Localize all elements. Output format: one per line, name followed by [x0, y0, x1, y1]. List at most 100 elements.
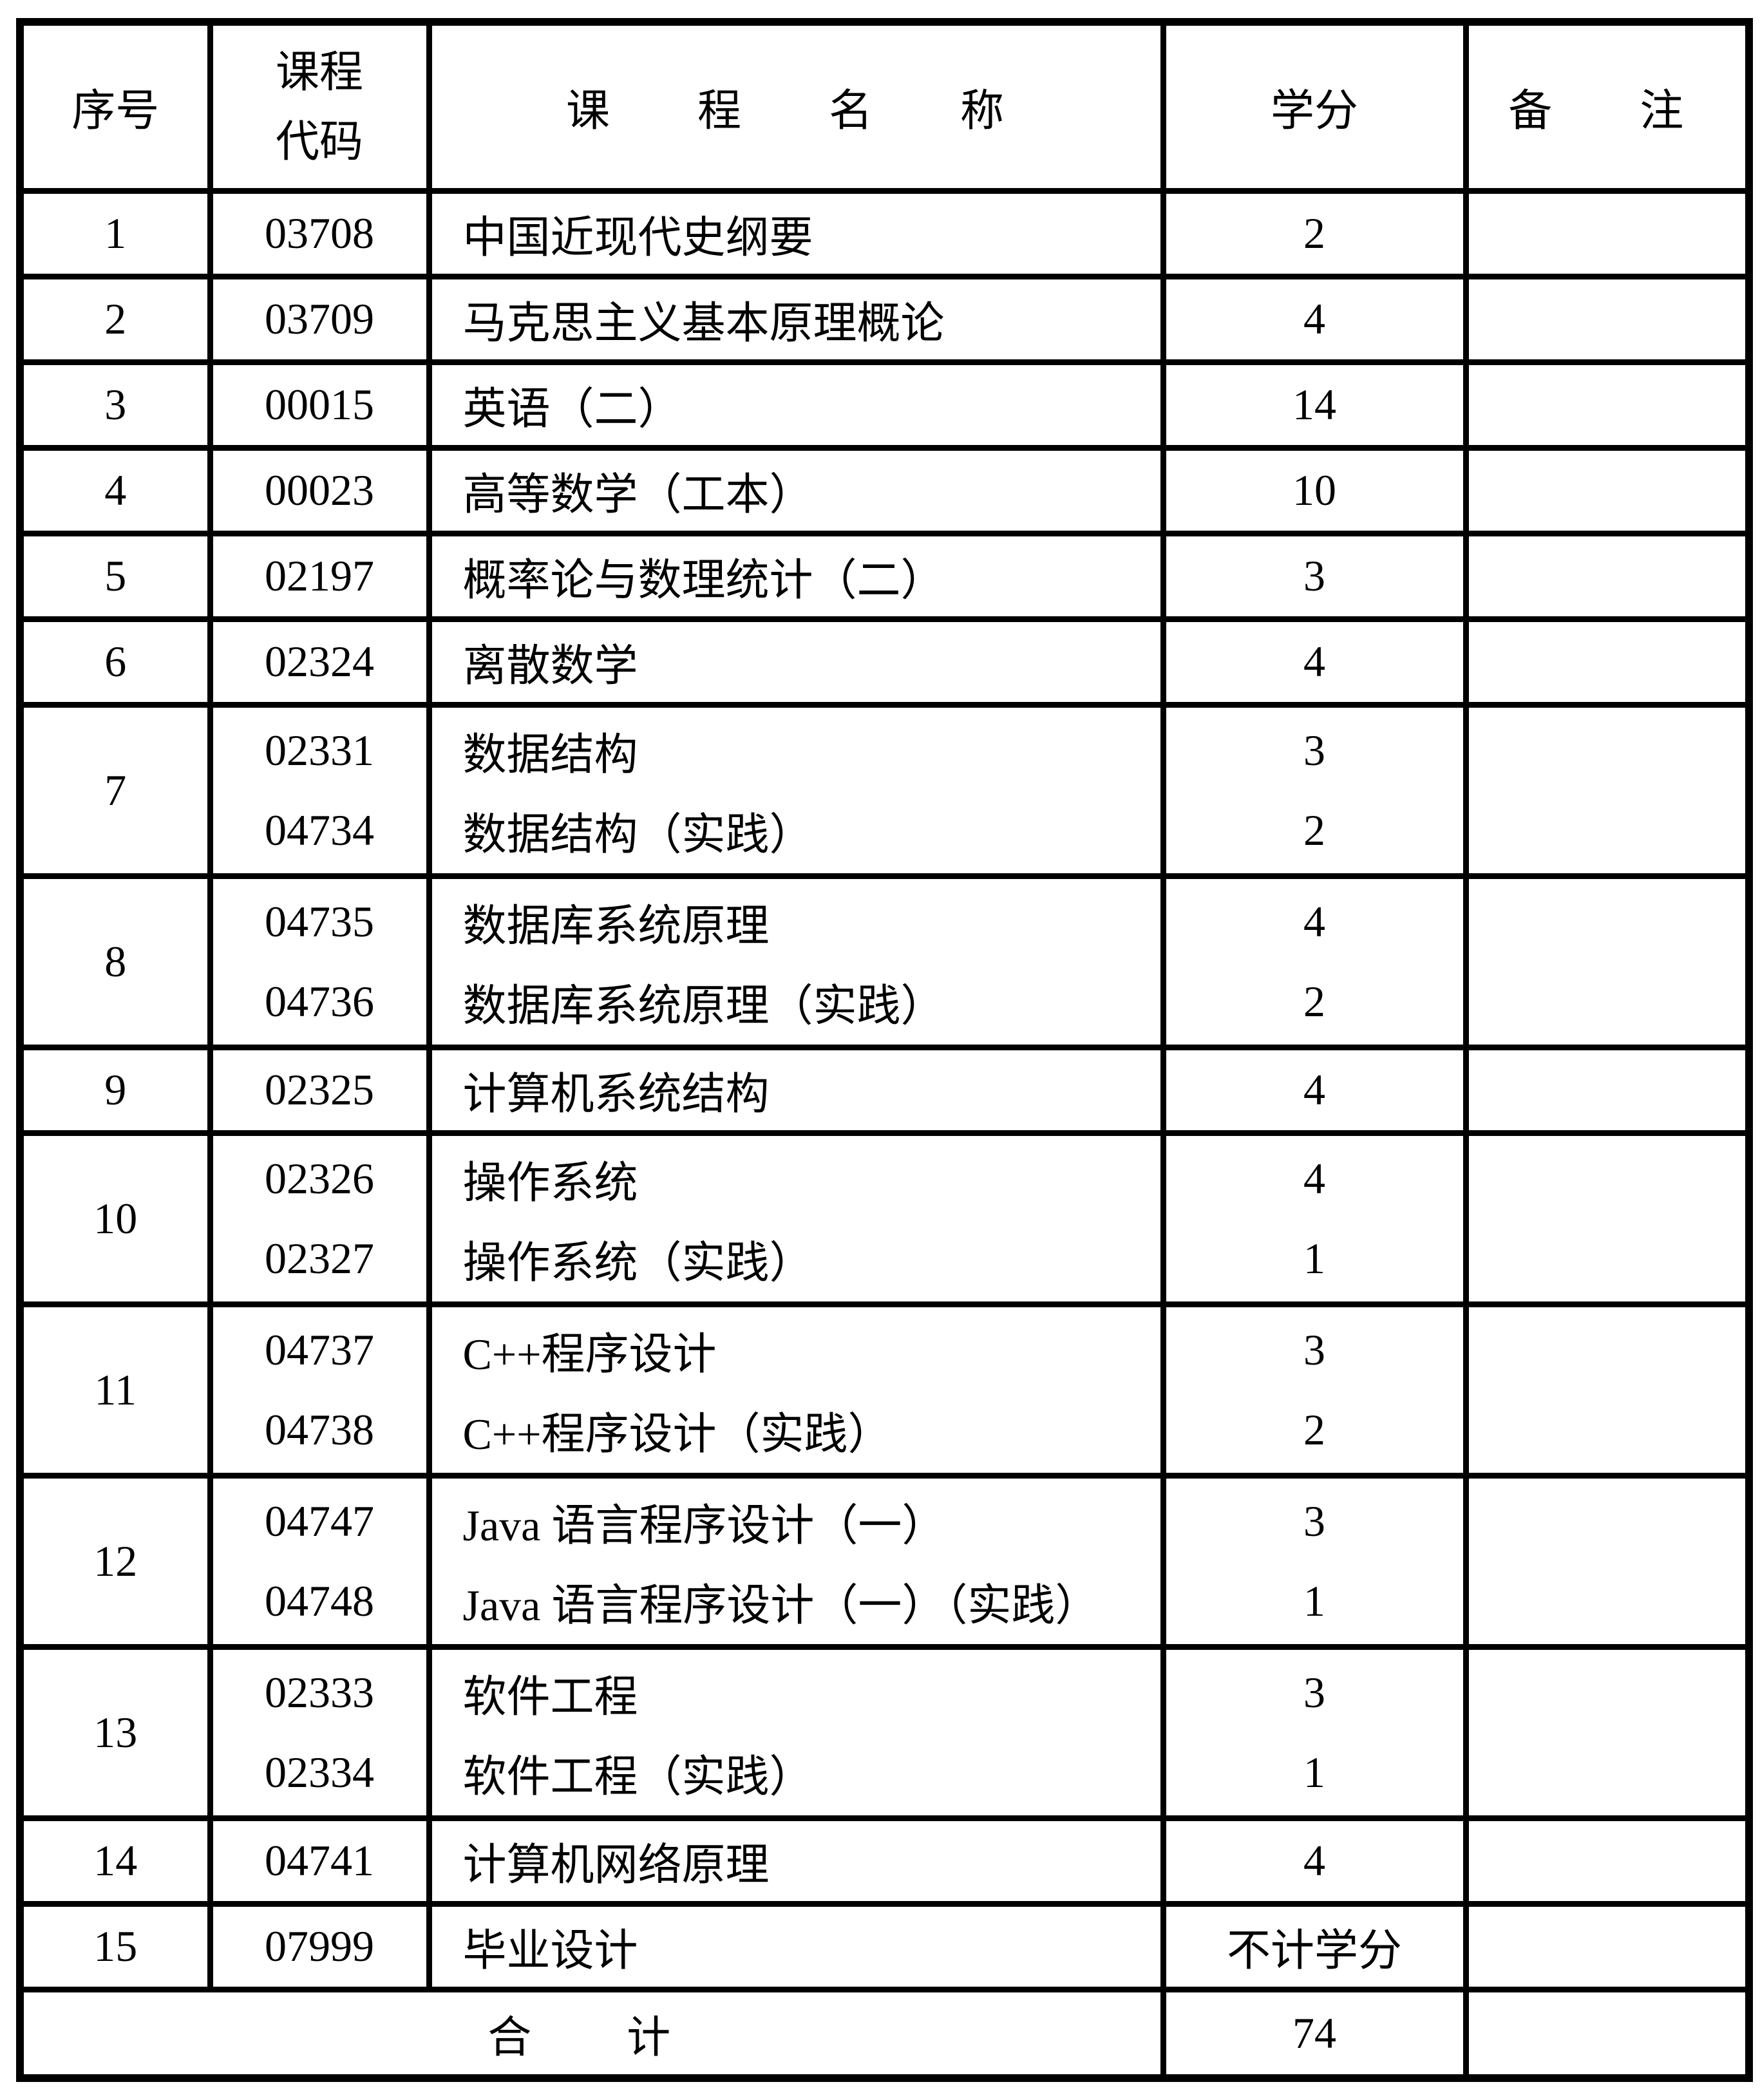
remark-cell — [1462, 1472, 1752, 1650]
table-row: 1 03708 中国近现代史纲要 2 — [17, 187, 1752, 279]
course-code-pair: 04735 04736 — [207, 873, 432, 1050]
course-code: 04737 — [265, 1325, 374, 1374]
course-name: 计算机网络原理 — [426, 1815, 1166, 1907]
course-name-pair: 操作系统 操作系统（实践） — [426, 1130, 1166, 1307]
course-credits: 1 — [1303, 1576, 1325, 1625]
course-name: 毕业设计 — [426, 1900, 1166, 1992]
row-index: 10 — [17, 1130, 213, 1307]
course-credits: 1 — [1303, 1747, 1325, 1797]
course-code-pair: 02331 04734 — [207, 701, 432, 879]
course-credits: 4 — [1303, 896, 1325, 946]
course-credits: 不计学分 — [1160, 1900, 1469, 1992]
course-credits: 10 — [1160, 444, 1469, 536]
course-credits: 4 — [1160, 273, 1469, 365]
remark-cell — [1462, 616, 1752, 708]
row-index: 15 — [17, 1900, 213, 1992]
table-row-group: 10 02326 02327 操作系统 操作系统（实践） 4 1 — [17, 1130, 1752, 1307]
course-code-pair: 04737 04738 — [207, 1301, 432, 1479]
course-code: 00015 — [207, 359, 432, 451]
course-name-pair: Java 语言程序设计（一） Java 语言程序设计（一）（实践） — [426, 1472, 1166, 1650]
course-name: 数据库系统原理（实践） — [462, 981, 945, 1030]
header-index: 序号 — [17, 19, 213, 194]
remark-cell — [1462, 1044, 1752, 1136]
row-index: 11 — [17, 1301, 213, 1479]
course-code: 02331 — [265, 725, 374, 775]
course-name: 软件工程（实践） — [462, 1752, 813, 1801]
course-credits: 3 — [1303, 1667, 1325, 1717]
course-name: 操作系统（实践） — [462, 1238, 813, 1287]
remark-cell — [1462, 530, 1752, 622]
course-name: 数据库系统原理 — [462, 901, 770, 951]
course-credits: 4 — [1303, 1153, 1325, 1203]
course-credits: 14 — [1160, 359, 1469, 451]
table-row-group: 13 02333 02334 软件工程 软件工程（实践） 3 1 — [17, 1643, 1752, 1821]
course-code: 03708 — [207, 187, 432, 279]
table-row-group: 7 02331 04734 数据结构 数据结构（实践） 3 2 — [17, 701, 1752, 879]
row-index: 7 — [17, 701, 213, 879]
table-total-row: 合 计 74 — [17, 1986, 1752, 2081]
course-name: 高等数学（工本） — [426, 444, 1166, 536]
course-plan-table: 序号 课程 代码 课 程 名 称 学分 备 注 1 03708 中国近现代史纲要… — [16, 18, 1753, 2082]
course-credits-pair: 4 1 — [1160, 1130, 1469, 1307]
remark-cell — [1462, 1986, 1752, 2081]
course-name: 离散数学 — [426, 616, 1166, 708]
row-index: 2 — [17, 273, 213, 365]
course-name-pair: 数据结构 数据结构（实践） — [426, 701, 1166, 879]
course-name: 马克思主义基本原理概论 — [426, 273, 1166, 365]
row-index: 8 — [17, 873, 213, 1050]
remark-cell — [1462, 444, 1752, 536]
remark-cell — [1462, 1815, 1752, 1907]
remark-cell — [1462, 359, 1752, 451]
course-code: 02327 — [265, 1233, 374, 1283]
table-row: 3 00015 英语（二） 14 — [17, 359, 1752, 451]
course-name: 英语（二） — [426, 359, 1166, 451]
course-code: 02334 — [265, 1747, 374, 1797]
course-credits: 2 — [1160, 187, 1469, 279]
row-index: 9 — [17, 1044, 213, 1136]
total-credits: 74 — [1160, 1986, 1469, 2081]
course-name: C++程序设计（实践） — [462, 1409, 892, 1459]
remark-cell — [1462, 273, 1752, 365]
course-name-pair: 软件工程 软件工程（实践） — [426, 1643, 1166, 1821]
table-header-row: 序号 课程 代码 课 程 名 称 学分 备 注 — [17, 19, 1752, 194]
course-code: 02324 — [207, 616, 432, 708]
course-name: Java 语言程序设计（一）（实践） — [462, 1580, 1099, 1630]
course-code-pair: 02333 02334 — [207, 1643, 432, 1821]
course-name: Java 语言程序设计（一） — [462, 1500, 946, 1550]
course-credits: 3 — [1303, 725, 1325, 775]
row-index: 12 — [17, 1472, 213, 1650]
remark-cell — [1462, 1301, 1752, 1479]
course-code: 02333 — [265, 1667, 374, 1717]
course-code: 04735 — [265, 896, 374, 946]
course-code-pair: 04747 04748 — [207, 1472, 432, 1650]
course-name-pair: 数据库系统原理 数据库系统原理（实践） — [426, 873, 1166, 1050]
table-row: 14 04741 计算机网络原理 4 — [17, 1815, 1752, 1907]
course-name: 概率论与数理统计（二） — [426, 530, 1166, 622]
row-index: 4 — [17, 444, 213, 536]
header-credits: 学分 — [1160, 19, 1469, 194]
course-code: 04736 — [265, 976, 374, 1026]
course-credits-pair: 3 1 — [1160, 1472, 1469, 1650]
course-code: 04734 — [265, 805, 374, 855]
course-name: C++程序设计 — [462, 1329, 717, 1379]
course-credits-pair: 3 2 — [1160, 1301, 1469, 1479]
course-code: 00023 — [207, 444, 432, 536]
remark-cell — [1462, 873, 1752, 1050]
remark-cell — [1462, 187, 1752, 279]
row-index: 1 — [17, 187, 213, 279]
table-row-group: 8 04735 04736 数据库系统原理 数据库系统原理（实践） 4 2 — [17, 873, 1752, 1050]
course-credits: 3 — [1160, 530, 1469, 622]
course-code: 04748 — [265, 1576, 374, 1625]
course-code: 03709 — [207, 273, 432, 365]
course-code: 04747 — [265, 1496, 374, 1546]
remark-cell — [1462, 1130, 1752, 1307]
course-credits: 4 — [1160, 616, 1469, 708]
table-row: 4 00023 高等数学（工本） 10 — [17, 444, 1752, 536]
row-index: 5 — [17, 530, 213, 622]
course-name: 数据结构 — [462, 730, 638, 779]
table-row: 5 02197 概率论与数理统计（二） 3 — [17, 530, 1752, 622]
course-code-pair: 02326 02327 — [207, 1130, 432, 1307]
header-remarks: 备 注 — [1462, 19, 1752, 194]
table-row: 2 03709 马克思主义基本原理概论 4 — [17, 273, 1752, 365]
course-name: 计算机系统结构 — [426, 1044, 1166, 1136]
